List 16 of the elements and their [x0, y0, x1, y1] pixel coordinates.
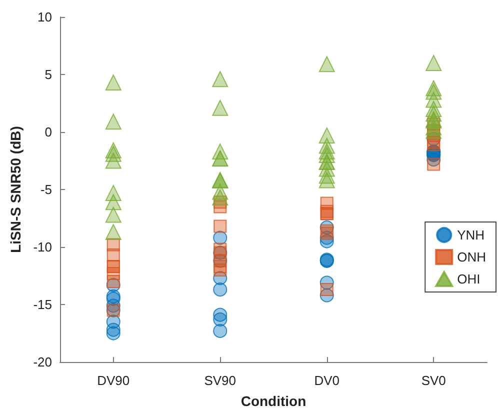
- x-axis-title: Condition: [240, 393, 306, 409]
- y-tick-label: 5: [44, 67, 52, 82]
- y-tick-label: -5: [40, 182, 52, 197]
- legend-label: OHI: [457, 272, 480, 286]
- legend-label: YNH: [457, 228, 485, 242]
- y-tick-label: -20: [33, 354, 52, 370]
- x-tick-label: DV0: [314, 373, 340, 388]
- y-tick-label: -15: [33, 297, 52, 312]
- x-tick-label: SV0: [421, 373, 446, 388]
- y-tick-label: -10: [33, 240, 52, 254]
- y-tick-label: 10: [38, 10, 52, 24]
- y-tick-label: 0: [44, 124, 52, 140]
- x-tick-label: SV90: [204, 373, 236, 388]
- x-tick-label: DV90: [97, 373, 130, 388]
- y-axis-title: LiSN-S SNR50 (dB): [7, 126, 24, 253]
- legend-label: ONH: [457, 250, 486, 264]
